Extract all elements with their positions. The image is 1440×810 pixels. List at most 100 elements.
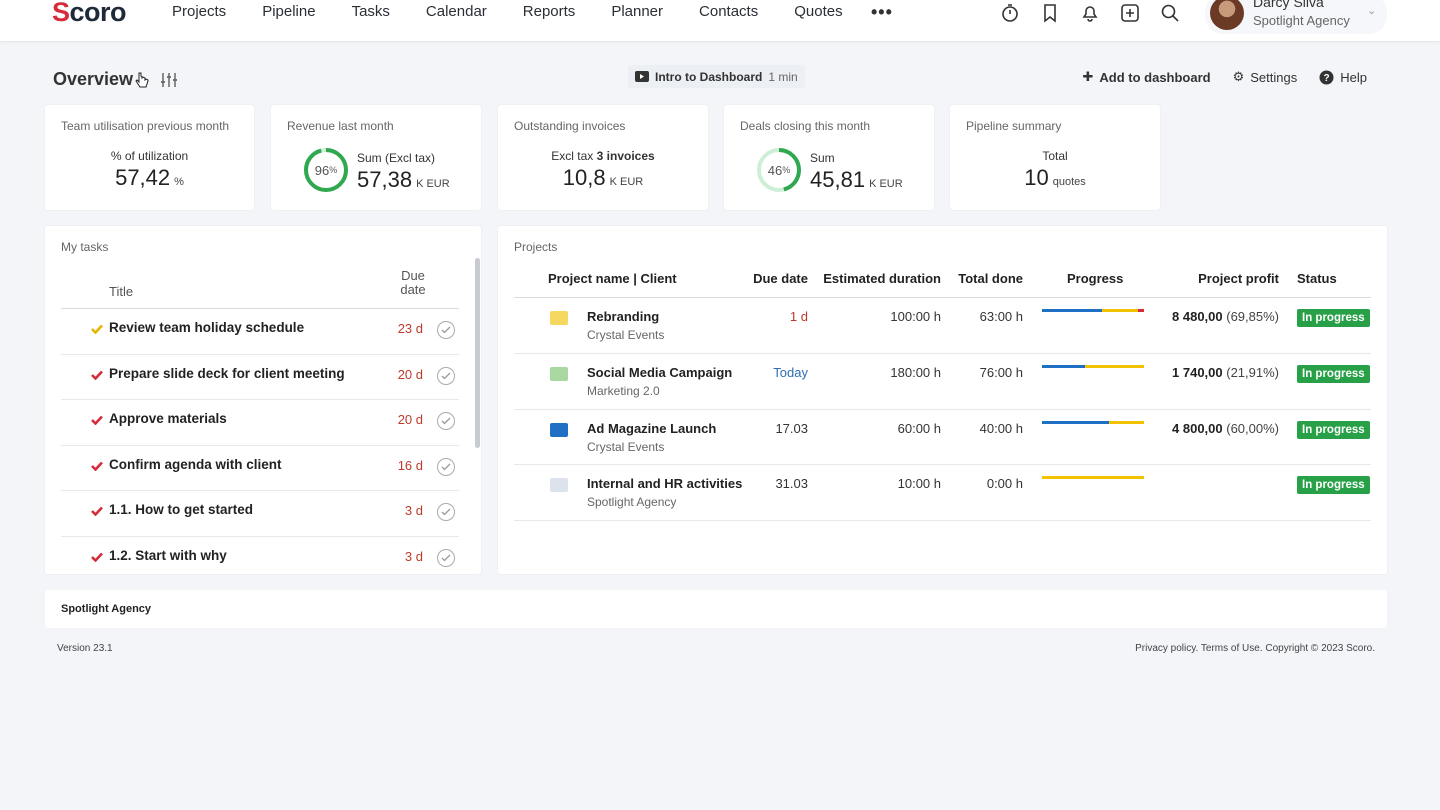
- progress-segment-yellow: [1109, 420, 1144, 424]
- scoro-logo[interactable]: Scoro: [52, 0, 127, 27]
- project-client[interactable]: Crystal Events: [587, 439, 665, 454]
- nav-pipeline[interactable]: Pipeline: [262, 3, 316, 20]
- task-title[interactable]: Confirm agenda with client: [109, 456, 282, 472]
- add-icon[interactable]: [1110, 0, 1150, 26]
- column-header-profit[interactable]: Project profit: [1198, 271, 1279, 286]
- column-header-due-date[interactable]: Due date: [400, 268, 426, 297]
- project-row[interactable]: Rebranding Crystal Events 1 d 100:00 h 63:00…: [514, 298, 1371, 354]
- status-badge[interactable]: In progress: [1297, 420, 1370, 439]
- project-duration: 60:00 h: [897, 420, 941, 436]
- complete-task-check-icon[interactable]: [437, 457, 455, 476]
- task-title[interactable]: Approve materials: [109, 411, 227, 426]
- project-name[interactable]: Social Media Campaign: [587, 364, 733, 380]
- nav-quotes[interactable]: Quotes: [794, 3, 843, 20]
- project-name[interactable]: Ad Magazine Launch: [587, 420, 717, 436]
- project-client[interactable]: Spotlight Agency: [587, 495, 677, 510]
- status-badge[interactable]: In progress: [1297, 476, 1370, 495]
- timer-icon[interactable]: [990, 0, 1030, 26]
- project-total-done: 63:00 h: [979, 309, 1023, 324]
- progress-segment-blue: [1042, 309, 1103, 312]
- add-to-dashboard-label: Add to dashboard: [1099, 69, 1211, 85]
- task-due: 23 d: [397, 321, 423, 336]
- kpi-card-pipeline[interactable]: Pipeline summary Total 10 quotes: [950, 105, 1160, 210]
- task-title[interactable]: Review team holiday schedule: [109, 320, 305, 335]
- complete-task-check-icon[interactable]: [437, 366, 455, 385]
- task-due: 16 d: [397, 457, 423, 473]
- status-badge[interactable]: In progress: [1297, 309, 1370, 327]
- dashboard-settings-sliders-icon[interactable]: [160, 71, 178, 94]
- kpi-card-utilisation[interactable]: Team utilisation previous month % of uti…: [45, 105, 254, 210]
- user-menu[interactable]: Darcy Silva Spotlight Agency ⌄: [1205, 0, 1387, 34]
- nav-projects[interactable]: Projects: [172, 3, 227, 20]
- intro-video-label: Intro to Dashboard: [655, 69, 763, 84]
- task-row[interactable]: 1.2. Start with why 3 d: [61, 535, 459, 575]
- project-progress-bar: [1042, 309, 1144, 312]
- help-button[interactable]: ? Help: [1319, 69, 1367, 85]
- legal-links[interactable]: Privacy policy. Terms of Use. Copyright …: [1135, 643, 1375, 654]
- project-row[interactable]: Social Media Campaign Marketing 2.0 Today 1…: [514, 354, 1371, 410]
- profit-amount: 4 800,00: [1172, 420, 1223, 436]
- add-to-dashboard-button[interactable]: ✚ Add to dashboard: [1082, 69, 1210, 85]
- project-row[interactable]: Ad Magazine Launch Crystal Events 17.03 60:…: [514, 410, 1371, 466]
- nav-planner[interactable]: Planner: [611, 3, 664, 20]
- task-due: 20 d: [397, 366, 423, 382]
- svg-text:?: ?: [1324, 73, 1330, 84]
- projects-table-body: Rebranding Crystal Events 1 d 100:00 h 63:00…: [514, 298, 1371, 522]
- project-name[interactable]: Internal and HR activities: [587, 476, 743, 492]
- nav-reports[interactable]: Reports: [522, 3, 576, 20]
- project-due-date: Today: [773, 364, 808, 380]
- project-due-date: 31.03: [775, 476, 808, 492]
- kpi-card-deals[interactable]: Deals closing this month 46% Sum 45,81 K …: [724, 105, 934, 210]
- project-row[interactable]: Internal and HR activities Spotlight Agen…: [514, 465, 1371, 522]
- kpi-subtitle: Total: [1042, 149, 1068, 163]
- complete-task-check-icon[interactable]: [437, 503, 455, 521]
- task-due: 3 d: [404, 548, 423, 564]
- project-folder-icon: [550, 422, 568, 437]
- task-row[interactable]: Prepare slide deck for client meeting 20 …: [61, 353, 459, 400]
- task-row[interactable]: Review team holiday schedule 23 d: [61, 308, 459, 354]
- top-icon-group: [990, 0, 1190, 26]
- company-name: Spotlight Agency: [61, 603, 152, 615]
- nav-tasks[interactable]: Tasks: [351, 3, 390, 20]
- nav-calendar[interactable]: Calendar: [425, 3, 487, 20]
- project-client[interactable]: Crystal Events: [587, 328, 665, 342]
- task-row[interactable]: 1.1. How to get started 3 d: [61, 490, 459, 536]
- search-icon[interactable]: [1150, 0, 1190, 26]
- kpi-unit: K EUR: [416, 178, 450, 190]
- complete-task-check-icon[interactable]: [437, 412, 455, 430]
- bookmark-icon[interactable]: [1030, 0, 1070, 26]
- kpi-unit: %: [174, 176, 184, 188]
- column-header-progress[interactable]: Progress: [1067, 271, 1124, 286]
- column-header-status[interactable]: Status: [1297, 271, 1337, 286]
- version-text: Version 23.1: [57, 643, 113, 654]
- intro-video-button[interactable]: Intro to Dashboard 1 min: [628, 65, 805, 88]
- task-row[interactable]: Confirm agenda with client 16 d: [61, 444, 459, 491]
- kpi-card-revenue[interactable]: Revenue last month 96% Sum (Excl tax) 57…: [271, 105, 481, 210]
- tasks-scrollbar[interactable]: [475, 258, 480, 448]
- more-menu-icon[interactable]: •••: [871, 2, 893, 22]
- complete-task-check-icon[interactable]: [437, 321, 455, 339]
- bell-icon[interactable]: [1070, 0, 1110, 26]
- task-title[interactable]: Prepare slide deck for client meeting: [109, 365, 345, 381]
- task-row[interactable]: Approve materials 20 d: [61, 399, 459, 445]
- help-icon: ?: [1319, 70, 1334, 84]
- progress-segment-yellow: [1102, 309, 1138, 312]
- page-title: Overview: [53, 69, 134, 89]
- column-header-due-date[interactable]: Due date: [753, 271, 808, 286]
- profit-percent: (21,91%): [1226, 364, 1279, 380]
- status-badge[interactable]: In progress: [1297, 364, 1370, 383]
- project-name[interactable]: Rebranding: [587, 309, 660, 324]
- complete-task-check-icon[interactable]: [437, 548, 455, 567]
- task-title[interactable]: 1.2. Start with why: [109, 547, 227, 563]
- column-header-title[interactable]: Title: [109, 284, 134, 299]
- column-header-project[interactable]: Project name | Client: [548, 271, 677, 286]
- nav-contacts[interactable]: Contacts: [699, 3, 759, 20]
- column-header-total-done[interactable]: Total done: [958, 271, 1023, 286]
- task-title[interactable]: 1.1. How to get started: [109, 502, 254, 517]
- project-client[interactable]: Marketing 2.0: [587, 383, 660, 398]
- kpi-card-invoices[interactable]: Outstanding invoices Excl tax 3 invoices…: [498, 105, 708, 210]
- column-header-duration[interactable]: Estimated duration: [823, 271, 941, 286]
- settings-button[interactable]: ⚙ Settings: [1233, 69, 1298, 85]
- kpi-subtitle: Excl tax: [551, 149, 594, 163]
- project-profit: 4 800,00 (60,00%): [1172, 421, 1279, 436]
